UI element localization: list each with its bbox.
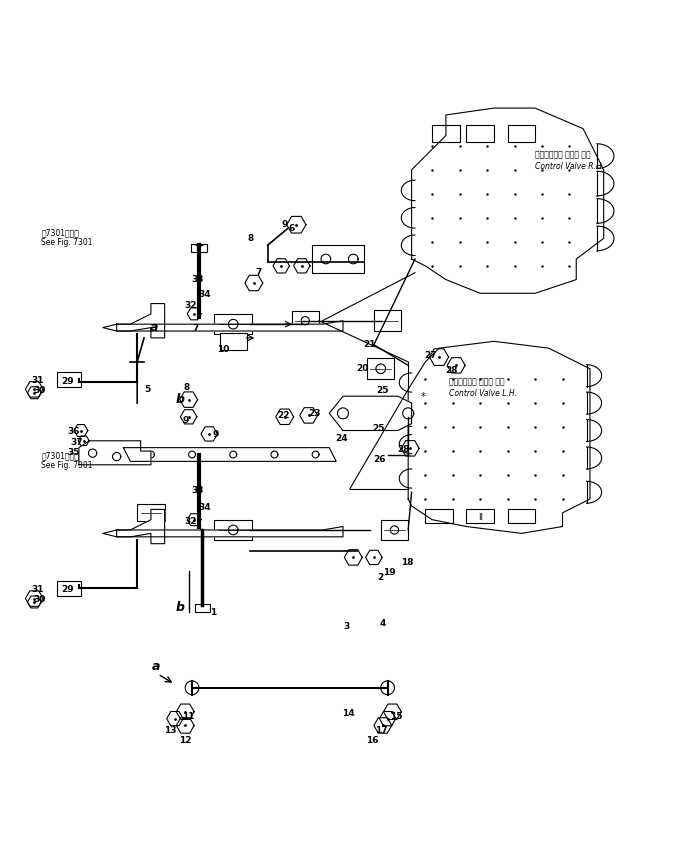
- Text: 32: 32: [185, 301, 197, 310]
- Text: II: II: [477, 512, 483, 522]
- Bar: [56, 580, 81, 596]
- Text: 7: 7: [255, 269, 262, 277]
- Text: 29: 29: [61, 376, 73, 386]
- Bar: [381, 520, 408, 540]
- Text: 34: 34: [198, 503, 211, 511]
- Text: 34: 34: [198, 290, 211, 299]
- Text: 30: 30: [34, 596, 46, 604]
- Bar: [466, 510, 494, 523]
- Text: 33: 33: [191, 486, 204, 495]
- Polygon shape: [123, 448, 336, 461]
- Bar: [312, 245, 364, 273]
- Bar: [432, 125, 460, 142]
- Text: 16: 16: [366, 736, 379, 745]
- Bar: [367, 358, 394, 379]
- Text: b: b: [176, 601, 185, 614]
- Text: 15: 15: [390, 712, 403, 721]
- Text: 36: 36: [68, 427, 80, 437]
- Text: 28: 28: [445, 366, 458, 375]
- Text: 22: 22: [277, 411, 289, 420]
- Text: 31: 31: [32, 585, 44, 594]
- Text: 18: 18: [401, 558, 413, 567]
- Text: 28: 28: [397, 444, 410, 454]
- Text: 10: 10: [217, 345, 229, 354]
- Text: 9: 9: [182, 416, 189, 424]
- Text: 26: 26: [373, 455, 386, 464]
- Polygon shape: [412, 108, 604, 294]
- Text: 35: 35: [68, 448, 80, 457]
- Bar: [191, 244, 207, 252]
- Text: 第7301図参照: 第7301図参照: [41, 451, 79, 460]
- Polygon shape: [117, 304, 165, 338]
- Text: 8: 8: [247, 234, 254, 243]
- Text: 1: 1: [209, 608, 216, 616]
- Text: 27: 27: [425, 350, 437, 360]
- Text: 25: 25: [377, 387, 389, 395]
- Text: Control Valve L.H.: Control Valve L.H.: [449, 388, 517, 398]
- Bar: [466, 125, 494, 142]
- Text: See Fig. 7301: See Fig. 7301: [41, 461, 93, 470]
- Text: See Fig. 7301: See Fig. 7301: [41, 238, 93, 247]
- Text: 11: 11: [182, 712, 195, 721]
- Text: 31: 31: [32, 376, 44, 385]
- Text: 9: 9: [213, 430, 220, 439]
- Text: 19: 19: [383, 568, 396, 577]
- Text: b: b: [176, 393, 185, 406]
- Bar: [214, 520, 252, 540]
- Bar: [292, 311, 319, 331]
- Polygon shape: [79, 441, 151, 465]
- Text: 13: 13: [164, 726, 176, 734]
- Text: 21: 21: [363, 340, 375, 350]
- Text: a: a: [150, 321, 158, 334]
- Text: Control Valve R.H.: Control Valve R.H.: [535, 162, 604, 171]
- Bar: [191, 453, 207, 461]
- Bar: [220, 332, 247, 350]
- Polygon shape: [408, 341, 590, 534]
- Text: 37: 37: [71, 437, 83, 447]
- Text: 12: 12: [179, 736, 191, 745]
- Text: コントロール バルブ 右側: コントロール バルブ 右側: [535, 151, 591, 159]
- Text: 5: 5: [144, 385, 151, 393]
- Text: 33: 33: [191, 275, 204, 284]
- Text: 14: 14: [342, 709, 355, 717]
- Text: 第7301図参照: 第7301図参照: [41, 228, 79, 237]
- Text: 8: 8: [183, 383, 190, 393]
- Bar: [214, 314, 252, 334]
- Bar: [195, 604, 210, 612]
- Text: 30: 30: [34, 387, 46, 395]
- Bar: [56, 371, 81, 387]
- Text: 17: 17: [375, 726, 388, 734]
- Bar: [508, 125, 535, 142]
- Bar: [374, 311, 401, 331]
- Text: 32: 32: [185, 517, 197, 525]
- Text: a: a: [152, 660, 161, 672]
- Bar: [425, 510, 453, 523]
- Text: 6: 6: [288, 224, 295, 232]
- Text: 2: 2: [377, 573, 384, 583]
- Text: 3: 3: [343, 622, 350, 630]
- Text: 9: 9: [281, 220, 288, 229]
- Polygon shape: [103, 321, 343, 331]
- Polygon shape: [329, 396, 412, 430]
- Text: 7: 7: [192, 325, 199, 333]
- Text: 24: 24: [335, 434, 348, 443]
- Text: コントロール バルブ 左側: コントロール バルブ 左側: [449, 377, 505, 386]
- Text: 4: 4: [379, 619, 386, 629]
- Text: 29: 29: [61, 585, 73, 594]
- Polygon shape: [103, 527, 343, 536]
- Text: 20: 20: [356, 364, 368, 374]
- Text: 25: 25: [372, 424, 385, 433]
- Text: *: *: [421, 392, 425, 401]
- Text: 23: 23: [308, 409, 320, 418]
- Bar: [137, 505, 165, 522]
- Bar: [508, 510, 535, 523]
- Polygon shape: [117, 510, 165, 543]
